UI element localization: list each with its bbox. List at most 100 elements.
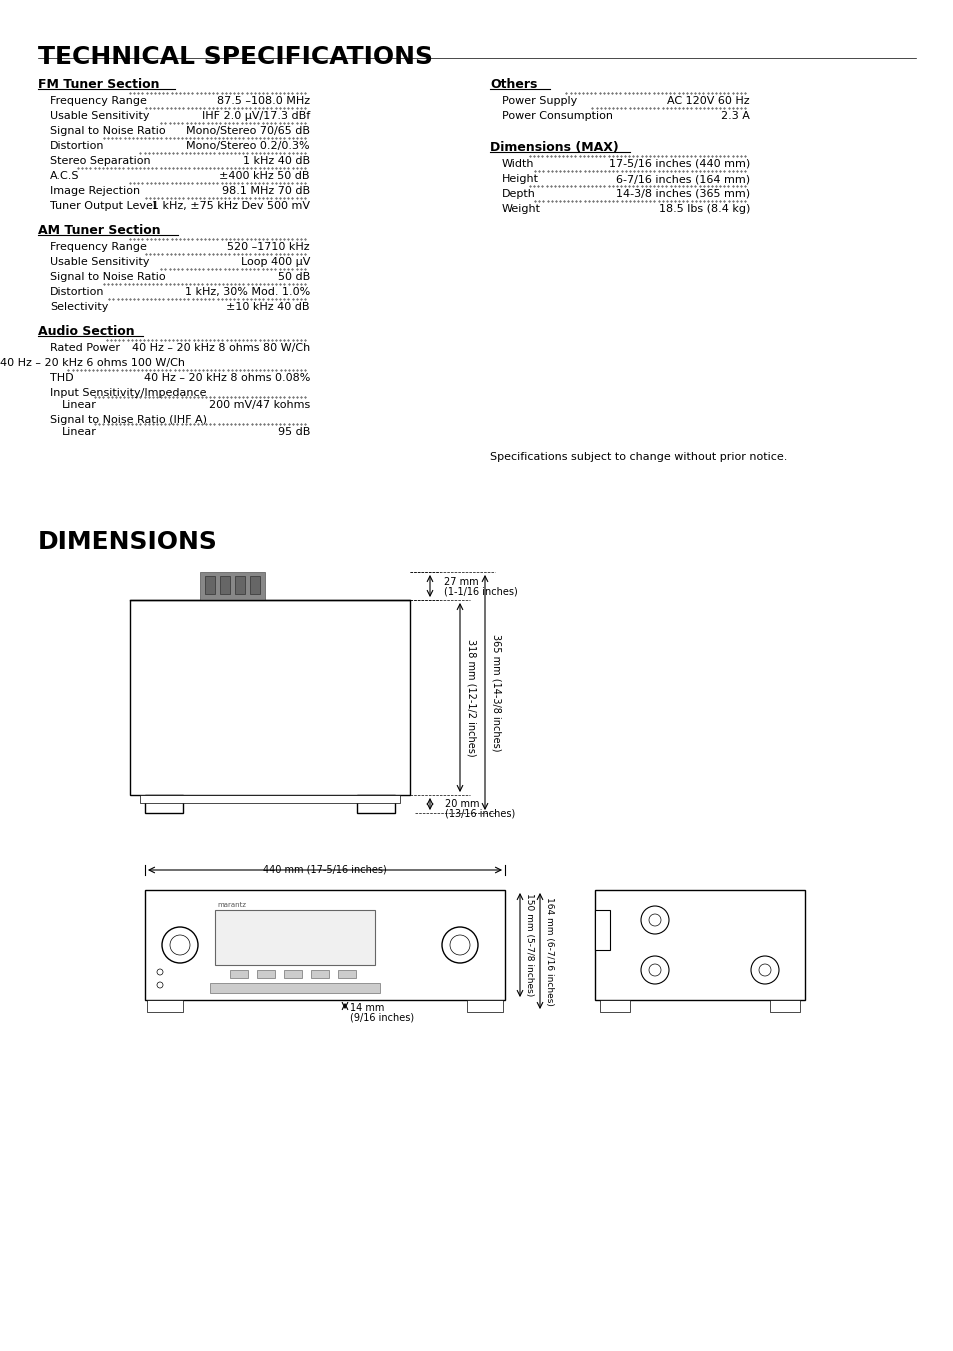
Text: Mono/Stereo 70/65 dB: Mono/Stereo 70/65 dB [186,126,310,136]
Text: 2.3 A: 2.3 A [720,111,749,122]
Bar [145,794,183,813]
Text: Loop 400 μV: Loop 400 μV [240,257,310,267]
Text: Frequency Range: Frequency Range [50,242,147,253]
Text: Audio Section: Audio Section [38,326,134,338]
Circle shape [170,935,190,955]
Text: 365 mm (14-3/8 inches): 365 mm (14-3/8 inches) [492,634,501,751]
Text: 27 mm: 27 mm [443,577,478,586]
Text: Width: Width [501,159,534,169]
Text: Distortion: Distortion [50,286,105,297]
Text: 95 dB: 95 dB [277,427,310,436]
Text: 1 kHz, ±75 kHz Dev 500 mV: 1 kHz, ±75 kHz Dev 500 mV [152,201,310,211]
Text: Power Supply: Power Supply [501,96,577,105]
Bar [147,1000,183,1012]
Circle shape [750,957,779,984]
Bar [595,890,804,1000]
Bar [200,571,265,600]
Text: Height: Height [501,174,538,184]
Bar [337,970,355,978]
Text: Frequency Range: Frequency Range [50,96,147,105]
Text: 1 kHz 40 dB: 1 kHz 40 dB [243,155,310,166]
Text: 40 Hz – 20 kHz 6 ohms 100 W/Ch: 40 Hz – 20 kHz 6 ohms 100 W/Ch [0,358,185,367]
Text: Linear: Linear [62,427,97,436]
Text: FM Tuner Section: FM Tuner Section [38,78,159,91]
Text: DIMENSIONS: DIMENSIONS [38,530,217,554]
Circle shape [441,927,477,963]
Text: (9/16 inches): (9/16 inches) [350,1012,414,1021]
Text: IHF 2.0 μV/17.3 dBf: IHF 2.0 μV/17.3 dBf [201,111,310,122]
Text: ±10 kHz 40 dB: ±10 kHz 40 dB [226,303,310,312]
Bar [284,970,302,978]
Text: 17-5/16 inches (440 mm): 17-5/16 inches (440 mm) [608,159,749,169]
Bar [769,1000,800,1012]
Text: 1 kHz, 30% Mod. 1.0%: 1 kHz, 30% Mod. 1.0% [185,286,310,297]
Circle shape [648,915,660,925]
Text: AM Tuner Section: AM Tuner Section [38,224,160,236]
Bar [205,576,214,594]
Bar [467,1000,502,1012]
Text: Tuner Output Level: Tuner Output Level [50,201,156,211]
Bar [311,970,329,978]
Text: 40 Hz – 20 kHz 8 ohms 80 W/Ch: 40 Hz – 20 kHz 8 ohms 80 W/Ch [132,343,310,353]
Text: (13/16 inches): (13/16 inches) [444,808,515,817]
Text: 150 mm (5-7/8 inches): 150 mm (5-7/8 inches) [524,893,534,997]
Text: Signal to Noise Ratio (IHF A): Signal to Noise Ratio (IHF A) [50,415,207,426]
Bar [220,576,230,594]
Text: 98.1 MHz 70 dB: 98.1 MHz 70 dB [222,186,310,196]
Text: 14 mm: 14 mm [350,1002,384,1013]
Text: 520 –1710 kHz: 520 –1710 kHz [227,242,310,253]
Text: 318 mm (12-1/2 inches): 318 mm (12-1/2 inches) [467,639,476,757]
Text: 14-3/8 inches (365 mm): 14-3/8 inches (365 mm) [616,189,749,199]
Bar [595,911,609,950]
Circle shape [162,927,198,963]
Text: 40 Hz – 20 kHz 8 ohms 0.08%: 40 Hz – 20 kHz 8 ohms 0.08% [144,373,310,382]
Text: Others: Others [490,78,537,91]
Text: Specifications subject to change without prior notice.: Specifications subject to change without… [490,453,786,462]
Text: Mono/Stereo 0.2/0.3%: Mono/Stereo 0.2/0.3% [186,141,310,151]
Text: 87.5 –108.0 MHz: 87.5 –108.0 MHz [216,96,310,105]
Bar [214,911,375,965]
Text: Selectivity: Selectivity [50,303,109,312]
Text: 200 mV/47 kohms: 200 mV/47 kohms [209,400,310,409]
Bar [599,1000,629,1012]
Text: 440 mm (17-5/16 inches): 440 mm (17-5/16 inches) [263,865,387,875]
Text: TECHNICAL SPECIFICATIONS: TECHNICAL SPECIFICATIONS [38,45,433,69]
Bar [230,970,248,978]
Text: Rated Power: Rated Power [50,343,120,353]
Circle shape [157,982,163,988]
Text: 18.5 lbs (8.4 kg): 18.5 lbs (8.4 kg) [658,204,749,213]
Bar [356,794,395,813]
Text: Image Rejection: Image Rejection [50,186,140,196]
Text: A.C.S: A.C.S [50,172,79,181]
Text: Power Consumption: Power Consumption [501,111,613,122]
Circle shape [640,907,668,934]
Text: AC 120V 60 Hz: AC 120V 60 Hz [667,96,749,105]
Circle shape [157,969,163,975]
Circle shape [450,935,470,955]
Text: Signal to Noise Ratio: Signal to Noise Ratio [50,272,166,282]
Bar [210,984,379,993]
Text: Weight: Weight [501,204,540,213]
Text: Stereo Separation: Stereo Separation [50,155,151,166]
Text: Dimensions (MAX): Dimensions (MAX) [490,141,618,154]
Text: Usable Sensitivity: Usable Sensitivity [50,257,150,267]
Bar [140,794,399,802]
Bar [130,600,410,794]
Text: marantz: marantz [216,902,246,908]
Text: (1-1/16 inches): (1-1/16 inches) [443,586,517,596]
Bar [234,576,245,594]
Circle shape [648,965,660,975]
Text: 6-7/16 inches (164 mm): 6-7/16 inches (164 mm) [616,174,749,184]
Text: Input Sensitivity/Impedance: Input Sensitivity/Impedance [50,388,206,399]
Bar [250,576,260,594]
Circle shape [759,965,770,975]
Text: Distortion: Distortion [50,141,105,151]
Text: Depth: Depth [501,189,536,199]
Text: Linear: Linear [62,400,97,409]
Circle shape [640,957,668,984]
Bar [145,890,504,1000]
Text: Usable Sensitivity: Usable Sensitivity [50,111,150,122]
Text: 50 dB: 50 dB [277,272,310,282]
Bar [256,970,274,978]
Text: ±400 kHz 50 dB: ±400 kHz 50 dB [219,172,310,181]
